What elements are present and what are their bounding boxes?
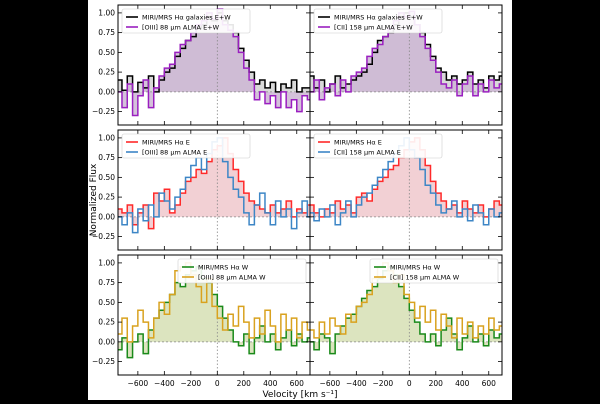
x-tick-label: 0 [407,379,412,388]
y-tick-label: 0.25 [98,318,115,327]
legend-label: MIRI/MRS Hα E [142,139,190,147]
series-line-0 [310,266,502,355]
x-tick-label: −200 [181,379,202,388]
y-tick-label: 0.50 [98,48,115,57]
x-tick-label: 400 [263,379,278,388]
x-tick-label: −600 [128,379,149,388]
y-tick-label: 0.75 [98,28,115,37]
legend-label: [CII] 158 μm ALMA W [390,274,460,282]
y-tick-label: 0.00 [98,87,115,96]
y-tick-label: −0.25 [92,232,115,241]
y-tick-label: −0.25 [92,357,115,366]
legend: MIRI/MRS Hα galaxies E+W [OIII] 88 μm ALM… [121,8,251,34]
legend-label: [CII] 158 μm ALMA E+W [334,24,413,32]
y-tick-label: 0.00 [98,337,115,346]
series-line-1 [310,262,502,339]
x-tick-label: 400 [455,379,470,388]
legend-label: MIRI/MRS Hα E [334,139,382,147]
y-tick-label: 0.00 [98,212,115,221]
panel-1-1: MIRI/MRS Hα E [CII] 158 μm ALMA E [309,129,503,251]
legend-label: [OIII] 88 μm ALMA E+W [142,24,220,32]
y-tick-label: 1.00 [98,8,115,17]
x-tick-label: −600 [320,379,341,388]
panel-frame [309,4,503,126]
y-tick-label: 0.25 [98,193,115,202]
series-fill-0 [118,137,310,229]
y-tick-label: 0.50 [98,173,115,182]
x-axis-label: Velocity [km s⁻¹] [262,390,337,400]
legend: MIRI/MRS Hα galaxies E+W [CII] 158 μm ALM… [313,8,443,34]
figure: Normalized Flux Velocity [km s⁻¹] 1.00 0.… [88,0,512,400]
legend: MIRI/MRS Hα E [CII] 158 μm ALMA E [313,133,443,159]
series-fill-1 [118,8,310,116]
x-tick-label: 600 [290,379,305,388]
legend-label: MIRI/MRS Hα galaxies E+W [142,14,231,22]
series-fill-0 [310,137,502,217]
panel-frame [309,129,503,251]
legend-label: MIRI/MRS Hα galaxies E+W [334,14,423,22]
plot-area [310,255,502,375]
y-tick-label: 1.00 [98,133,115,142]
y-tick-label: 1.00 [98,258,115,267]
x-tick-label: −400 [346,379,367,388]
legend-label: MIRI/MRS Hα W [198,264,249,272]
panel-0-1: MIRI/MRS Hα galaxies E+W [CII] 158 μm ALM… [309,4,503,126]
panel-1-0: 1.00 0.75 0.50 0.25 0.00 −0.25 MIRI/MRS Hα E [O… [92,129,311,251]
figure-svg: Normalized Flux Velocity [km s⁻¹] 1.00 0.… [89,4,503,400]
x-tick-label: −400 [154,379,175,388]
y-tick-label: 0.25 [98,68,115,77]
x-tick-label: 200 [237,379,252,388]
y-tick-label: 0.50 [98,298,115,307]
legend-label: [OIII] 88 μm ALMA W [198,274,266,282]
series-line-0 [118,266,310,359]
panel-2-1: −600 −400 −200 0 200 400 600 MIRI/MRS Hα W [CII]… [309,254,503,388]
y-tick-label: 0.75 [98,153,115,162]
legend: MIRI/MRS Hα W [CII] 158 μm ALMA W [369,258,499,284]
series-line-1 [118,262,310,343]
legend-label: [OIII] 88 μm ALMA E [142,149,207,157]
plot-area [118,255,310,375]
legend-label: MIRI/MRS Hα W [390,264,441,272]
legend: MIRI/MRS Hα W [OIII] 88 μm ALMA W [177,258,307,284]
y-tick-label: −0.25 [92,107,115,116]
panel-frame [309,254,503,376]
panel-2-0: −600 −400 −200 0 200 400 600 1.00 0.75 0.50 0.25 0.… [92,254,311,388]
legend-label: [CII] 158 μm ALMA E [334,149,401,157]
series-fill-1 [310,11,502,100]
x-tick-label: 200 [429,379,444,388]
y-tick-label: 0.75 [98,278,115,287]
series-fill-0 [118,266,310,358]
legend: MIRI/MRS Hα E [OIII] 88 μm ALMA E [121,133,251,159]
y-axis-label: Normalized Flux [89,163,99,236]
panel-0-0: 1.00 0.75 0.50 0.25 0.00 −0.25 MIRI/MRS Hα gal… [92,4,311,126]
x-tick-label: 0 [215,379,220,388]
x-tick-label: −200 [373,379,394,388]
x-tick-label: 600 [482,379,497,388]
series-fill-0 [310,266,502,354]
